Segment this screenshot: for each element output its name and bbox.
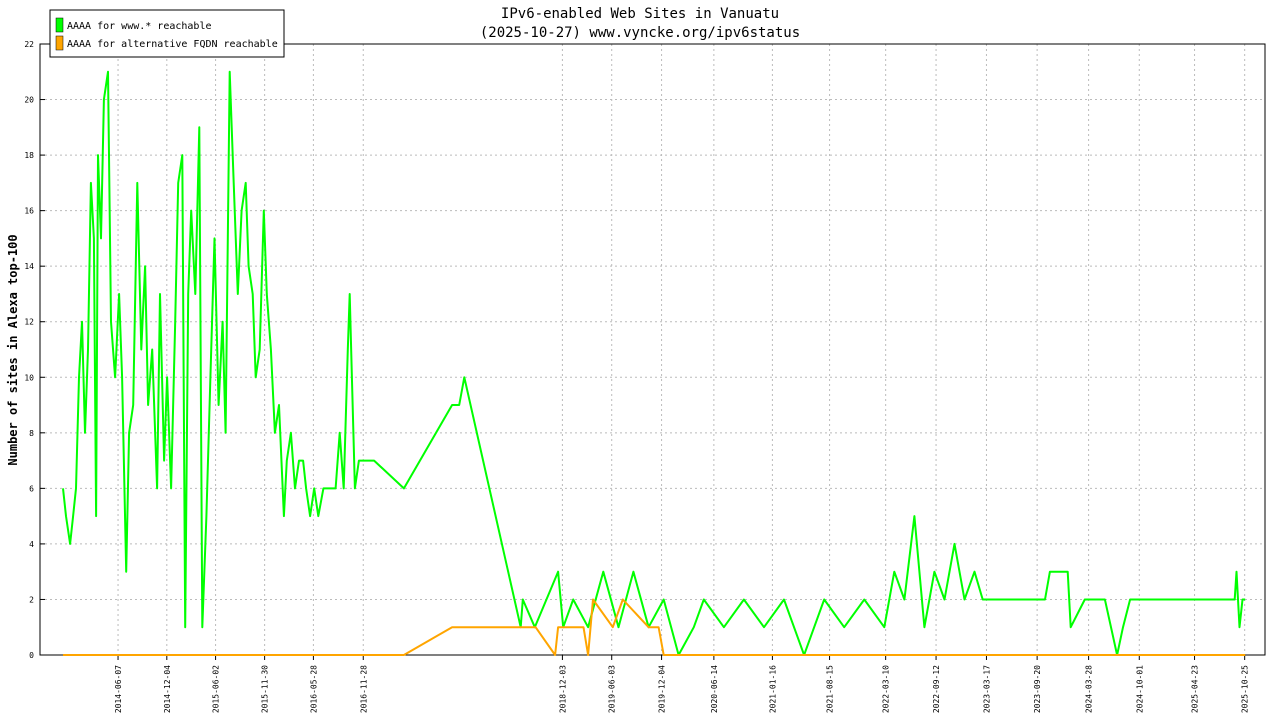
x-tick-label: 2021-08-15 bbox=[826, 665, 835, 713]
series-line bbox=[62, 70, 1246, 656]
legend-swatch bbox=[55, 35, 64, 51]
legend-box bbox=[49, 9, 285, 58]
y-tick-label: 2 bbox=[29, 595, 34, 604]
x-tick-label: 2025-10-25 bbox=[1241, 665, 1250, 713]
x-tick-label: 2023-03-17 bbox=[982, 665, 991, 713]
y-tick-label: 18 bbox=[24, 151, 34, 160]
y-tick-label: 12 bbox=[24, 318, 34, 327]
x-tick-label: 2025-04-23 bbox=[1191, 665, 1200, 713]
x-tick-label: 2021-01-16 bbox=[768, 665, 777, 713]
x-tick-label: 2015-06-02 bbox=[212, 665, 221, 713]
y-tick-label: 10 bbox=[24, 373, 34, 382]
x-tick-label: 2014-12-04 bbox=[163, 665, 172, 713]
legend-swatch bbox=[55, 17, 64, 33]
chart-title: IPv6-enabled Web Sites in Vanuatu bbox=[501, 6, 779, 22]
x-tick-label: 2016-11-28 bbox=[359, 665, 368, 713]
y-tick-label: 22 bbox=[24, 40, 34, 49]
y-tick-label: 4 bbox=[29, 540, 34, 549]
x-tick-label: 2016-05-28 bbox=[309, 665, 318, 713]
x-tick-label: 2022-09-12 bbox=[932, 665, 941, 713]
y-tick-label: 8 bbox=[29, 429, 34, 438]
x-tick-label: 2018-12-03 bbox=[558, 665, 567, 713]
series-line bbox=[63, 598, 1246, 656]
legend-label: AAAA for www.* reachable bbox=[67, 21, 212, 32]
legend-label: AAAA for alternative FQDN reachable bbox=[67, 39, 278, 50]
x-tick-label: 2020-06-14 bbox=[710, 665, 719, 713]
y-axis-label: Number of sites in Alexa top-100 bbox=[6, 234, 20, 465]
x-tick-label: 2019-06-03 bbox=[608, 665, 617, 713]
y-tick-label: 14 bbox=[24, 262, 34, 271]
plot-frame bbox=[39, 43, 1266, 656]
x-tick-label: 2014-06-07 bbox=[114, 665, 123, 713]
y-tick-label: 6 bbox=[29, 484, 34, 493]
y-tick-label: 16 bbox=[24, 207, 34, 216]
y-tick-label: 0 bbox=[29, 651, 34, 660]
x-tick-label: 2019-12-04 bbox=[658, 665, 667, 713]
y-tick-label: 20 bbox=[24, 96, 34, 105]
x-tick-label: 2024-10-01 bbox=[1135, 665, 1144, 713]
x-tick-label: 2024-03-28 bbox=[1085, 665, 1094, 713]
x-tick-label: 2023-09-20 bbox=[1033, 665, 1042, 713]
x-tick-label: 2015-11-30 bbox=[261, 665, 270, 713]
x-tick-label: 2022-03-10 bbox=[882, 665, 891, 713]
chart-subtitle: (2025-10-27) www.vyncke.org/ipv6status bbox=[480, 25, 800, 41]
